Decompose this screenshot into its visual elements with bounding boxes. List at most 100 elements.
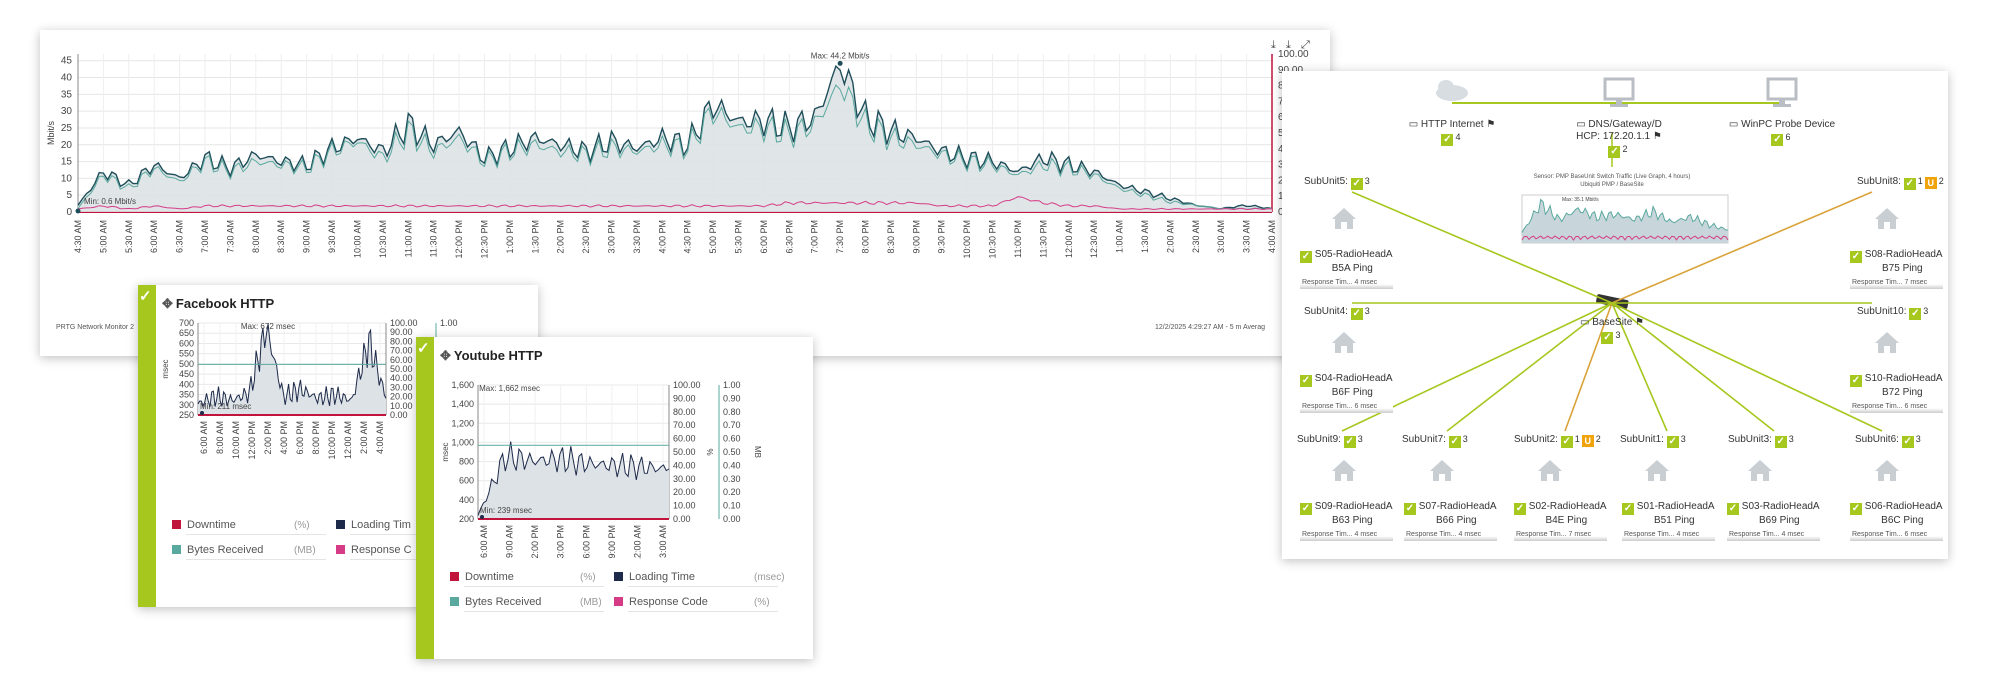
check-icon[interactable]: ✓ — [1404, 503, 1416, 515]
y2-tick-label: 70.00 — [390, 346, 413, 356]
house-icon — [1547, 474, 1553, 481]
check-icon[interactable]: ✓ — [1903, 178, 1916, 190]
sensor-count: 3 — [1615, 330, 1621, 340]
sensor-node[interactable]: ✓ S05-RadioHeadA B5A Ping Response Tim... … — [1300, 249, 1393, 289]
download-icon[interactable]: ⤓ — [1271, 39, 1276, 51]
x-tick-label: 5:30 AM — [124, 220, 134, 253]
top-device-node[interactable]: ▭ DNS/Gateway/D HCP: 172.20.1.1 ⚑ ✓ 2 — [1549, 119, 1689, 158]
sensor-node[interactable]: ✓ S08-RadioHeadA B75 Ping Response Tim... … — [1850, 249, 1943, 289]
response-time-gauge: Response Tim... 6 msec — [1850, 529, 1943, 541]
y2-tick-label: 50.00 — [673, 447, 696, 457]
x-tick-label: 1:30 AM — [1140, 220, 1150, 253]
house-icon — [1654, 474, 1660, 481]
legend-item[interactable]: Loading Tim — [336, 519, 411, 531]
sensor-node[interactable]: ✓ S02-RadioHeadA B4E Ping Response Tim... … — [1514, 501, 1607, 541]
subunit-node[interactable]: SubUnit9: ✓ 3 — [1297, 433, 1365, 448]
check-icon[interactable]: ✓ — [1448, 436, 1461, 448]
check-icon[interactable]: ✓ — [1909, 308, 1922, 320]
subunit-node[interactable]: SubUnit2: ✓ 1 U 2 — [1514, 433, 1603, 448]
subunit-node[interactable]: SubUnit5: ✓ 3 — [1304, 175, 1372, 190]
map-connections: Sensor: PMP BaseUnit Switch Traffic (Liv… — [1332, 77, 1899, 481]
sensor-label-line: S10-RadioHeadA — [1862, 373, 1943, 384]
series-line — [197, 323, 387, 408]
subunit-node[interactable]: SubUnit4: ✓ 3 — [1304, 305, 1372, 320]
legend-item[interactable]: Bytes Received — [172, 544, 263, 556]
move-icon[interactable]: ✥ — [162, 296, 173, 311]
top-device-node[interactable]: ▭ WinPC Probe Device ✓ 6 — [1712, 119, 1852, 146]
subunit-node[interactable]: SubUnit1: ✓ 3 — [1620, 433, 1688, 448]
check-icon[interactable]: ✓ — [1343, 436, 1356, 448]
legend-underline — [628, 586, 778, 587]
check-icon[interactable]: ✓ — [1608, 146, 1621, 158]
warning-icon[interactable]: U — [1924, 177, 1937, 189]
x-tick-label: 4:00 AM — [375, 421, 385, 454]
subunit-label: SubUnit4: — [1304, 306, 1351, 317]
sensor-count: 3 — [1462, 434, 1468, 444]
monitor-icon — [1773, 104, 1791, 107]
check-icon[interactable]: ✓ — [1850, 251, 1862, 263]
check-icon[interactable]: ✓ — [1350, 178, 1363, 190]
sensor-node[interactable]: ✓ S04-RadioHeadA B6F Ping Response Tim... … — [1300, 373, 1393, 413]
y3-tick-label: 0.10 — [723, 501, 741, 511]
legend-item[interactable]: Downtime — [450, 571, 514, 583]
download-icon[interactable]: ⤓ — [1286, 39, 1291, 51]
x-tick-label: 1:00 AM — [1115, 220, 1125, 253]
x-tick-label: 3:00 AM — [1216, 220, 1226, 253]
y3-tick-label: 0.80 — [723, 407, 741, 417]
legend-item[interactable]: Bytes Received — [450, 596, 541, 608]
check-icon[interactable]: ✓ — [1850, 503, 1862, 515]
check-icon[interactable]: ✓ — [1901, 436, 1914, 448]
sensor-node[interactable]: ✓ S03-RadioHeadA B69 Ping Response Tim... … — [1727, 501, 1820, 541]
check-icon[interactable]: ✓ — [1560, 436, 1573, 448]
y2-tick-label: 10.00 — [673, 501, 696, 511]
sensor-label-line: S07-RadioHeadA — [1416, 501, 1497, 512]
check-icon[interactable]: ✓ — [1771, 134, 1784, 146]
y-tick-label: 25 — [61, 123, 73, 134]
check-icon[interactable]: ✓ — [1666, 436, 1679, 448]
sensor-count: 3 — [1357, 434, 1363, 444]
sensor-label-line: S09-RadioHeadA — [1312, 501, 1393, 512]
y2-tick-label: 90.00 — [390, 327, 413, 337]
expand-icon[interactable]: ⤢ — [1301, 39, 1310, 51]
sensor-node[interactable]: ✓ S06-RadioHeadA B6C Ping Response Tim... … — [1850, 501, 1943, 541]
x-tick-label: 6:00 PM — [759, 220, 769, 254]
check-icon[interactable]: ✓ — [1300, 251, 1312, 263]
check-icon[interactable]: ✓ — [1350, 308, 1363, 320]
legend-item[interactable]: Response C — [336, 544, 412, 556]
check-icon[interactable]: ✓ — [1622, 503, 1634, 515]
widget-title[interactable]: ✥ Youtube HTTP — [440, 348, 543, 363]
subunit-node[interactable]: SubUnit3: ✓ 3 — [1728, 433, 1796, 448]
legend-item[interactable]: Response Code — [614, 596, 708, 608]
move-icon[interactable]: ✥ — [440, 348, 451, 363]
legend-item[interactable]: Downtime — [172, 519, 236, 531]
top-device-node[interactable]: ▭ HTTP Internet ⚑ ✓ 4 — [1382, 119, 1522, 146]
subunit-node[interactable]: SubUnit10: ✓ 3 — [1857, 305, 1930, 320]
y2-tick-label: 30.00 — [673, 474, 696, 484]
subunit-node[interactable]: SubUnit7: ✓ 3 — [1402, 433, 1470, 448]
widget-title[interactable]: ✥ Facebook HTTP — [162, 296, 275, 311]
sensor-node[interactable]: ✓ S09-RadioHeadA B63 Ping Response Tim... … — [1300, 501, 1393, 541]
sensor-count: 3 — [1364, 306, 1370, 316]
basesite-node[interactable]: ▭ BaseSite ⚑ ✓ 3 — [1572, 317, 1652, 344]
sensor-node[interactable]: ✓ S10-RadioHeadA B72 Ping Response Tim... … — [1850, 373, 1943, 413]
warning-icon[interactable]: U — [1581, 435, 1594, 447]
check-icon[interactable]: ✓ — [1514, 503, 1526, 515]
legend-item[interactable]: Loading Time — [614, 571, 695, 583]
subunit-node[interactable]: SubUnit6: ✓ 3 — [1855, 433, 1923, 448]
check-icon[interactable]: ✓ — [1727, 503, 1739, 515]
check-icon[interactable]: ✓ — [1850, 375, 1862, 387]
check-icon[interactable]: ✓ — [1441, 134, 1454, 146]
house-icon — [1757, 474, 1763, 481]
sensor-node[interactable]: ✓ S07-RadioHeadA B66 Ping Response Tim... … — [1404, 501, 1497, 541]
x-tick-label: 5:00 AM — [98, 220, 108, 253]
check-icon[interactable]: ✓ — [1300, 503, 1312, 515]
x-tick-label: 6:00 AM — [199, 421, 209, 454]
y-tick-label: 30 — [61, 106, 73, 117]
check-icon[interactable]: ✓ — [1774, 436, 1787, 448]
check-icon[interactable]: ✓ — [1601, 332, 1614, 344]
y-tick-label: 0 — [66, 207, 72, 218]
x-tick-label: 7:00 AM — [200, 220, 210, 253]
sensor-node[interactable]: ✓ S01-RadioHeadA B51 Ping Response Tim... … — [1622, 501, 1715, 541]
subunit-node[interactable]: SubUnit8: ✓ 1 U 2 — [1857, 175, 1946, 190]
check-icon[interactable]: ✓ — [1300, 375, 1312, 387]
